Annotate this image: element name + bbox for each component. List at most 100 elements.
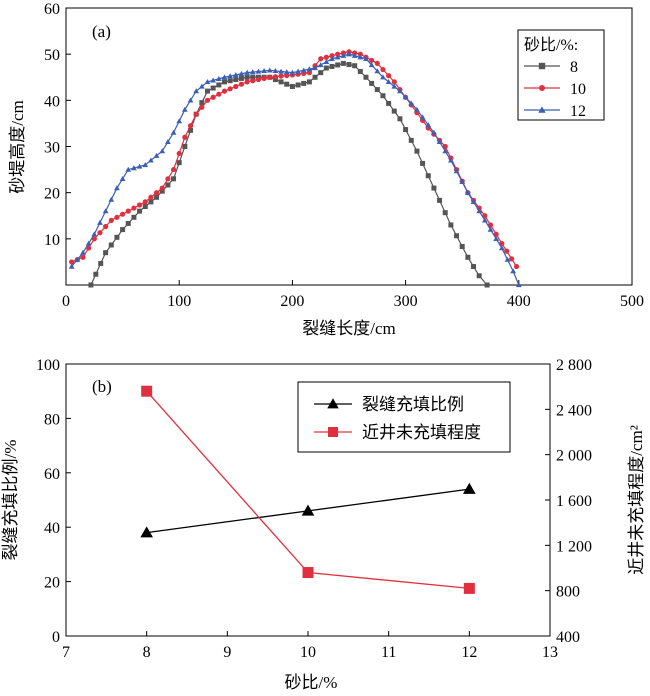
data-point (329, 53, 335, 59)
data-point (98, 260, 104, 266)
data-point (471, 264, 477, 270)
y-right-tick-label: 800 (556, 584, 580, 601)
data-point (261, 75, 267, 82)
data-point (125, 208, 131, 214)
data-point (171, 176, 177, 182)
data-point (97, 219, 103, 225)
data-point (419, 114, 426, 120)
data-point (301, 80, 307, 86)
data-point (317, 62, 324, 68)
data-point (334, 54, 341, 60)
x-tick-label: 500 (620, 293, 644, 310)
data-point (369, 80, 375, 86)
data-point (465, 254, 471, 260)
series-12 (68, 51, 522, 288)
data-point (312, 74, 318, 80)
data-point (142, 199, 148, 205)
data-point (68, 263, 75, 269)
panel-label-a: (a) (92, 22, 111, 41)
data-point (272, 68, 279, 74)
data-point (454, 233, 460, 239)
y-tick-label: 20 (44, 186, 60, 203)
data-point (204, 97, 211, 103)
data-point (391, 79, 397, 85)
data-point (340, 60, 346, 66)
data-point (255, 76, 262, 83)
data-point (470, 199, 477, 205)
data-point (85, 240, 92, 246)
y-right-tick-label: 1 600 (556, 493, 592, 510)
y-left-tick-label: 80 (44, 411, 60, 428)
data-point (249, 69, 256, 75)
data-point (193, 111, 199, 117)
data-point (205, 88, 210, 94)
data-point (120, 211, 126, 217)
data-point (250, 74, 256, 80)
x-axis-title-a: 裂缝长度/cm (302, 319, 396, 338)
data-point (323, 58, 330, 65)
data-point (210, 94, 216, 100)
data-point (448, 157, 454, 163)
legend-label: 近井未充填程度 (362, 423, 481, 442)
data-point (199, 100, 205, 106)
data-point (346, 51, 352, 57)
data-point (238, 75, 244, 81)
x-tick-label: 7 (62, 644, 70, 661)
data-point (244, 79, 250, 85)
data-point (80, 254, 86, 260)
data-point (463, 582, 475, 594)
legend-label: 12 (570, 103, 586, 120)
x-tick-label: 10 (300, 644, 316, 661)
data-point (142, 162, 149, 168)
data-point (187, 123, 194, 129)
data-point (363, 55, 369, 61)
series-group-a (68, 49, 522, 288)
data-point (463, 482, 476, 494)
legend-box-a (517, 29, 605, 121)
data-point (148, 157, 154, 163)
data-point (403, 127, 409, 133)
data-point (188, 127, 194, 133)
data-point (374, 87, 380, 93)
data-point (232, 72, 239, 78)
data-point (153, 152, 160, 158)
y-right-tick-label: 2 800 (556, 357, 592, 374)
x-tick-label: 0 (62, 293, 70, 310)
data-point (165, 139, 171, 145)
data-point (103, 223, 109, 230)
data-point (374, 60, 380, 66)
data-point (215, 75, 222, 81)
data-point (414, 106, 420, 112)
data-point (510, 268, 517, 274)
data-point (312, 65, 318, 71)
data-point (136, 163, 143, 169)
data-point (198, 83, 205, 89)
data-point (176, 160, 182, 166)
data-point (484, 282, 490, 288)
data-point (238, 81, 245, 87)
panel-label-b: (b) (92, 377, 112, 396)
data-point (476, 273, 482, 279)
data-point (266, 67, 273, 73)
y-left-tick-label: 60 (44, 466, 60, 483)
data-point (431, 185, 437, 191)
data-point (255, 68, 262, 74)
data-point (437, 197, 443, 203)
data-point (199, 104, 205, 110)
data-point (210, 77, 217, 83)
data-point (267, 74, 273, 80)
x-tick-label: 100 (167, 293, 191, 310)
data-point (227, 78, 233, 84)
data-point (181, 106, 188, 112)
data-point (380, 66, 386, 73)
legend-label: 8 (570, 59, 578, 76)
data-point (306, 70, 312, 76)
y-left-tick-label: 20 (44, 575, 60, 592)
data-point (97, 230, 103, 236)
data-point (504, 248, 510, 254)
axis-ticks-a: 0 100 200 300 400 500 10 20 30 40 50 60 (44, 1, 644, 310)
data-point (300, 67, 307, 73)
series-近井未充填程度 (141, 385, 475, 594)
data-point (69, 259, 75, 265)
